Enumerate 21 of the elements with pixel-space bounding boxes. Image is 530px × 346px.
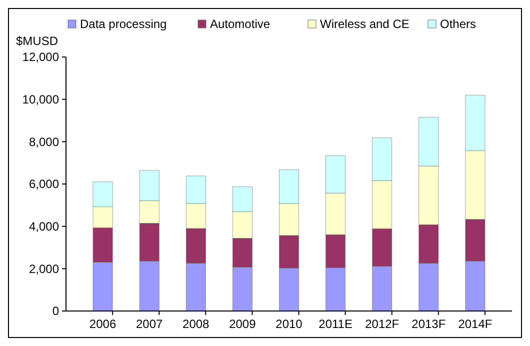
x-tick-label: 2008 [182, 317, 210, 331]
y-tick-label: 6,000 [28, 177, 60, 192]
x-tick-label: 2009 [229, 317, 256, 331]
x-tick-label: 2007 [136, 317, 164, 331]
x-tick-label: 2010 [276, 317, 303, 331]
y-tick-label: 2,000 [28, 262, 60, 276]
x-tick-label: 2006 [89, 317, 116, 331]
y-tick-label: 0 [52, 304, 60, 318]
x-tick-label: 2012F [365, 317, 400, 331]
x-tick-label: 2013F [412, 317, 446, 331]
x-tick-label: 2014F [458, 317, 492, 331]
y-tick-label: 10,000 [22, 92, 60, 107]
legend-label: Automotive [210, 17, 270, 31]
y-axis-title: $MUSD [16, 34, 58, 48]
legend-label: Others [440, 17, 476, 31]
y-tick-label: 8,000 [28, 134, 60, 149]
y-tick-label: 12,000 [22, 50, 60, 64]
y-tick-label: 4,000 [28, 220, 60, 234]
legend-label: Data processing [80, 17, 167, 31]
legend-label: Wireless and CE [320, 17, 410, 31]
x-tick-label: 2011E [318, 317, 352, 331]
